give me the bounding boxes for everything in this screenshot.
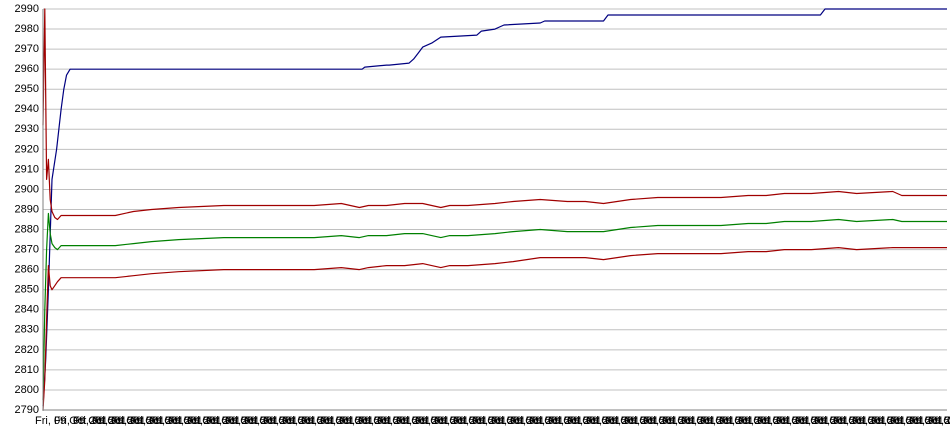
x-tick-label: Fri, 09 Oct 2015 <box>111 415 190 427</box>
x-tick-label: Fri, 09 Oct 2015 <box>206 415 285 427</box>
x-tick-label: Fri, 09 Oct 2015 <box>548 415 627 427</box>
x-tick-label: Fri, 09 Oct 2015 <box>434 415 513 427</box>
x-tick-label: Fri, 09 Oct 2015 <box>586 415 665 427</box>
x-tick-label: Fri, 09 Oct 2015 <box>35 415 114 427</box>
x-tick-label: Fri, 09 Oct 2015 <box>453 415 532 427</box>
x-tick-label: Fri, 09 Oct 2015 <box>339 415 418 427</box>
y-tick-label: 2910 <box>15 163 39 175</box>
x-tick-label: Fri, 09 Oct 2015 <box>928 415 950 427</box>
x-tick-label: Fri, 09 Oct 2015 <box>396 415 475 427</box>
series-line-4 <box>42 247 947 411</box>
x-tick-label: Fri, 09 Oct 2015 <box>757 415 836 427</box>
x-tick-label: Fri, 09 Oct 2015 <box>852 415 931 427</box>
x-tick-label: Fri, 09 Oct 2015 <box>776 415 855 427</box>
x-tick-label: Fri, 09 Oct 2015 <box>54 415 133 427</box>
y-tick-label: 2960 <box>15 63 39 75</box>
x-tick-label: Fri, 09 Oct 2015 <box>605 415 684 427</box>
y-tick-label: 2920 <box>15 143 39 155</box>
series-line-1 <box>42 8 947 407</box>
x-tick-label: Fri, 09 Oct 2015 <box>738 415 817 427</box>
x-tick-label: Fri, 09 Oct 2015 <box>92 415 171 427</box>
x-tick-label: Fri, 09 Oct 2015 <box>244 415 323 427</box>
y-tick-label: 2820 <box>15 344 39 356</box>
x-tick-label: Fri, 09 Oct 2015 <box>681 415 760 427</box>
y-tick-label: 2890 <box>15 203 39 215</box>
x-tick-label: Fri, 09 Oct 2015 <box>263 415 342 427</box>
x-tick-label: Fri, 09 Oct 2015 <box>149 415 228 427</box>
x-tick-label: Fri, 09 Oct 2015 <box>510 415 589 427</box>
x-tick-label: Fri, 09 Oct 2015 <box>301 415 380 427</box>
x-tick-label: Fri, 09 Oct 2015 <box>624 415 703 427</box>
y-tick-label: 2840 <box>15 304 39 316</box>
series-lines <box>42 8 947 411</box>
y-tick-label: 2900 <box>15 183 39 195</box>
y-tick-label: 2790 <box>15 404 39 416</box>
y-tick-label: 2830 <box>15 324 39 336</box>
x-tick-label: Fri, 09 Oct 2015 <box>795 415 874 427</box>
y-tick-label: 2850 <box>15 284 39 296</box>
series-line-3 <box>42 212 947 401</box>
x-tick-label: Fri, 09 Oct 2015 <box>472 415 551 427</box>
x-tick-label: Fri, 09 Oct 2015 <box>225 415 304 427</box>
y-axis-ticks: 2790 2800 2810 2820 2830 2840 2850 2860 2870 2880… <box>15 3 39 416</box>
x-tick-label: Fri, 09 Oct 2015 <box>187 415 266 427</box>
gridlines <box>43 8 947 411</box>
x-tick-label: Fri, 09 Oct 2015 <box>320 415 399 427</box>
x-tick-label: Fri, 09 Oct 2015 <box>871 415 950 427</box>
y-tick-label: 2810 <box>15 364 39 376</box>
x-tick-label: Fri, 09 Oct 2015 <box>377 415 456 427</box>
x-tick-label: Fri, 09 Oct 2015 <box>282 415 361 427</box>
x-tick-label: Fri, 09 Oct 2015 <box>358 415 437 427</box>
y-tick-label: 2980 <box>15 23 39 35</box>
y-tick-label: 2800 <box>15 384 39 396</box>
y-tick-label: 2880 <box>15 223 39 235</box>
x-tick-label: Fri, 09 Oct 2015 <box>529 415 608 427</box>
y-tick-label: 2970 <box>15 43 39 55</box>
x-tick-label: Fri, 09 Oct 2015 <box>130 415 209 427</box>
x-tick-label: Fri, 09 Oct 2015 <box>567 415 646 427</box>
x-tick-label: Fri, 09 Oct 2015 <box>73 415 152 427</box>
x-tick-label: Fri, 09 Oct 2015 <box>491 415 570 427</box>
x-tick-label: Fri, 09 Oct 2015 <box>833 415 912 427</box>
y-tick-label: 2940 <box>15 103 39 115</box>
x-tick-label: Fri, 09 Oct 2015 <box>719 415 798 427</box>
x-tick-label: Fri, 09 Oct 2015 <box>662 415 741 427</box>
x-tick-label: Fri, 09 Oct 2015 <box>909 415 950 427</box>
y-tick-label: 2950 <box>15 83 39 95</box>
x-tick-label: Fri, 09 Oct 2015 <box>890 415 950 427</box>
x-tick-label: Fri, 09 Oct 2015 <box>700 415 779 427</box>
series-line-2 <box>42 8 947 221</box>
x-tick-label: Fri, 09 Oct 2015 <box>814 415 893 427</box>
x-tick-label: Fri, 09 Oct 2015 <box>168 415 247 427</box>
y-tick-label: 2870 <box>15 244 39 256</box>
x-tick-label: Fri, 09 Oct 2015 <box>415 415 494 427</box>
y-tick-label: 2930 <box>15 123 39 135</box>
y-tick-label: 2860 <box>15 264 39 276</box>
x-tick-label: Fri, 09 Oct 2015 <box>643 415 722 427</box>
y-tick-label: 2990 <box>15 3 39 15</box>
